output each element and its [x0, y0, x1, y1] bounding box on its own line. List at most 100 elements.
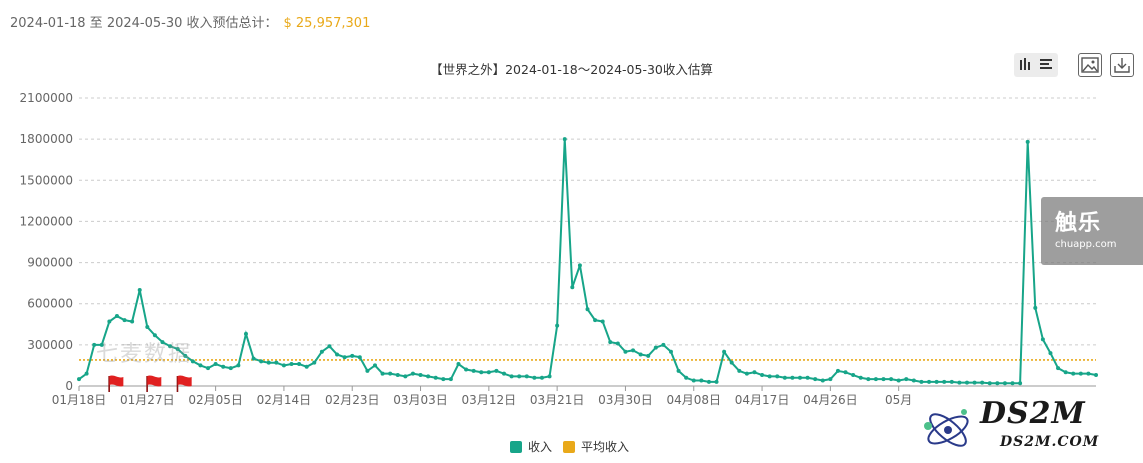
summary-total: $ 25,957,301 [283, 16, 371, 31]
chuapp-watermark: 触乐 chuapp.com [1041, 197, 1143, 265]
x-tick-label: 03月21日 [530, 393, 585, 407]
data-point [145, 325, 150, 330]
data-point [562, 137, 567, 142]
data-point [555, 323, 560, 328]
legend-item-average[interactable]: 平均收入 [563, 438, 629, 455]
data-point [160, 340, 165, 345]
data-point [767, 374, 772, 379]
data-point [251, 356, 256, 361]
data-point [858, 375, 863, 380]
data-point [653, 345, 658, 350]
data-point [608, 340, 613, 345]
data-point [289, 362, 294, 367]
data-point [1025, 139, 1030, 144]
data-point [995, 381, 1000, 386]
data-point [532, 375, 537, 380]
data-point [77, 377, 81, 382]
data-point [798, 375, 803, 380]
data-point [911, 378, 916, 383]
data-point [722, 349, 727, 354]
data-point [168, 344, 173, 349]
data-point [934, 379, 939, 384]
data-point [760, 373, 765, 378]
legend-item-revenue[interactable]: 收入 [510, 438, 552, 455]
ds2m-url: DS2M.COM [1000, 434, 1100, 450]
list-icon[interactable] [1039, 56, 1053, 77]
data-point [365, 368, 370, 373]
save-image-icon[interactable] [1078, 53, 1102, 77]
data-point [790, 375, 795, 380]
data-point [904, 377, 909, 382]
flag-icon [108, 375, 124, 392]
x-tick-label: 02月14日 [257, 393, 312, 407]
data-point [122, 318, 127, 323]
data-point [873, 377, 878, 382]
x-tick-label: 04月08日 [666, 393, 721, 407]
data-point [949, 379, 954, 384]
data-point [820, 378, 825, 383]
revenue-summary: 2024-01-18 至 2024-05-30 收入预估总计： $ 25,957,… [10, 12, 370, 31]
data-point [972, 380, 977, 385]
data-point [942, 379, 947, 384]
legend-swatch-average [563, 441, 575, 453]
data-point [92, 342, 97, 347]
data-point [1094, 373, 1098, 378]
revenue-line-chart: 2100000 1800000 1500000 1200000 900000 600000… [20, 91, 1098, 407]
bar-chart-icon[interactable] [1019, 56, 1033, 77]
data-point [152, 333, 157, 338]
data-point [1078, 371, 1083, 376]
data-point [426, 374, 431, 379]
data-point [699, 378, 704, 383]
data-point [524, 374, 529, 379]
data-point [684, 375, 689, 380]
data-point [183, 353, 188, 358]
data-point [403, 374, 408, 379]
download-icon[interactable] [1110, 53, 1134, 77]
data-point [441, 377, 446, 382]
y-tick-label: 300000 [27, 338, 73, 352]
data-point [213, 362, 218, 367]
data-point [137, 288, 142, 292]
data-point [502, 371, 507, 376]
data-point [380, 371, 385, 376]
ds2m-logo: DS2M DS2M.COM [918, 396, 1138, 460]
data-point [828, 377, 833, 382]
y-axis-ticks: 2100000 1800000 1500000 1200000 900000 600000… [20, 91, 73, 393]
y-tick-label: 2100000 [20, 91, 73, 105]
data-point [775, 374, 780, 379]
data-point [813, 377, 818, 382]
data-point [957, 380, 962, 385]
data-point [539, 375, 544, 380]
data-point [175, 346, 180, 351]
data-point [1063, 370, 1068, 375]
flag-markers [108, 375, 192, 392]
data-point [1033, 305, 1038, 310]
data-point [335, 352, 340, 357]
legend-label-revenue: 收入 [528, 440, 553, 454]
x-tick-label: 05月 [885, 393, 912, 407]
flag-icon [176, 375, 192, 392]
data-point [1056, 366, 1061, 371]
data-point [835, 368, 840, 373]
data-point [805, 375, 810, 380]
data-point [410, 371, 415, 376]
view-toggle[interactable] [1014, 53, 1058, 77]
data-point [987, 381, 992, 386]
x-tick-label: 03月30日 [598, 393, 653, 407]
data-point [372, 363, 377, 368]
qimai-watermark: 七麦数据 [96, 342, 193, 367]
flag-icon [146, 375, 162, 392]
data-point [486, 370, 491, 375]
data-point [464, 367, 469, 372]
data-point [479, 370, 484, 375]
data-point [1002, 381, 1007, 386]
data-point [304, 364, 309, 369]
chart-title: 【世界之外】2024-01-18～2024-05-30收入估算 [430, 62, 713, 77]
x-tick-label: 02月23日 [325, 393, 380, 407]
x-tick-label: 04月26日 [803, 393, 858, 407]
data-point [714, 379, 719, 384]
data-point [350, 353, 355, 358]
y-tick-label: 1200000 [20, 214, 73, 228]
data-point [228, 366, 233, 371]
y-tick-label: 1800000 [20, 132, 73, 146]
